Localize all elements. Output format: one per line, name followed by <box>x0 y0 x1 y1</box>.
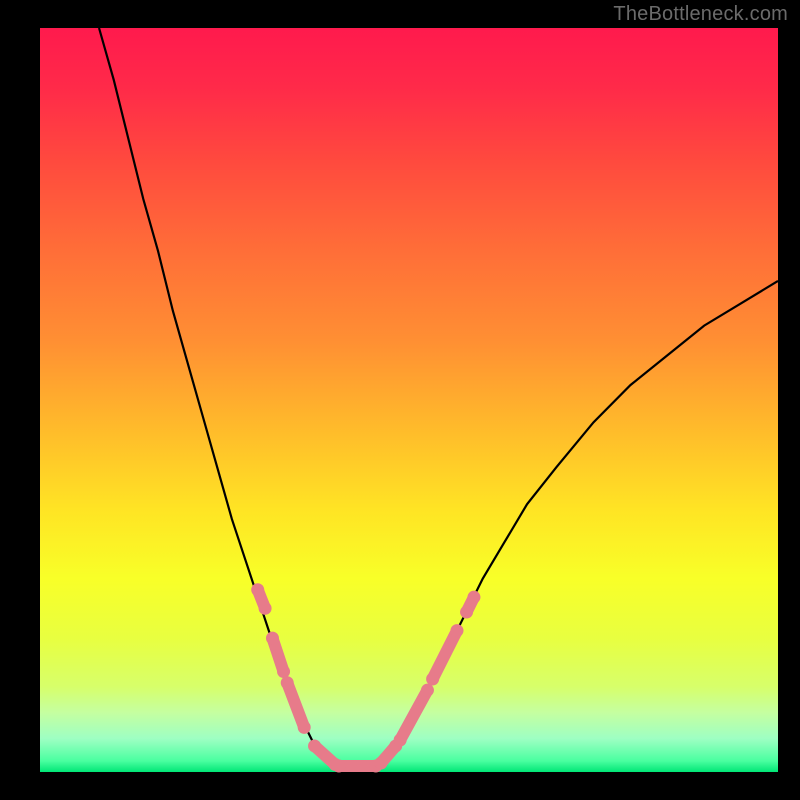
highlight-endpoint <box>450 624 463 637</box>
highlight-endpoint <box>281 676 294 689</box>
highlight-endpoint <box>467 591 480 604</box>
plot-background-gradient <box>40 28 778 772</box>
highlight-endpoint <box>308 739 321 752</box>
highlight-endpoint <box>266 632 279 645</box>
highlight-endpoint <box>394 734 407 747</box>
highlight-endpoint <box>251 583 264 596</box>
highlight-endpoint <box>460 606 473 619</box>
watermark-text: TheBottleneck.com <box>613 3 788 26</box>
highlight-endpoint <box>259 602 272 615</box>
highlight-endpoint <box>332 760 345 773</box>
highlight-endpoint <box>426 673 439 686</box>
highlight-endpoint <box>421 684 434 697</box>
highlight-endpoint <box>374 757 387 770</box>
highlight-endpoint <box>277 665 290 678</box>
bottleneck-chart <box>0 0 800 800</box>
chart-container: TheBottleneck.com <box>0 0 800 800</box>
highlight-endpoint <box>298 721 311 734</box>
